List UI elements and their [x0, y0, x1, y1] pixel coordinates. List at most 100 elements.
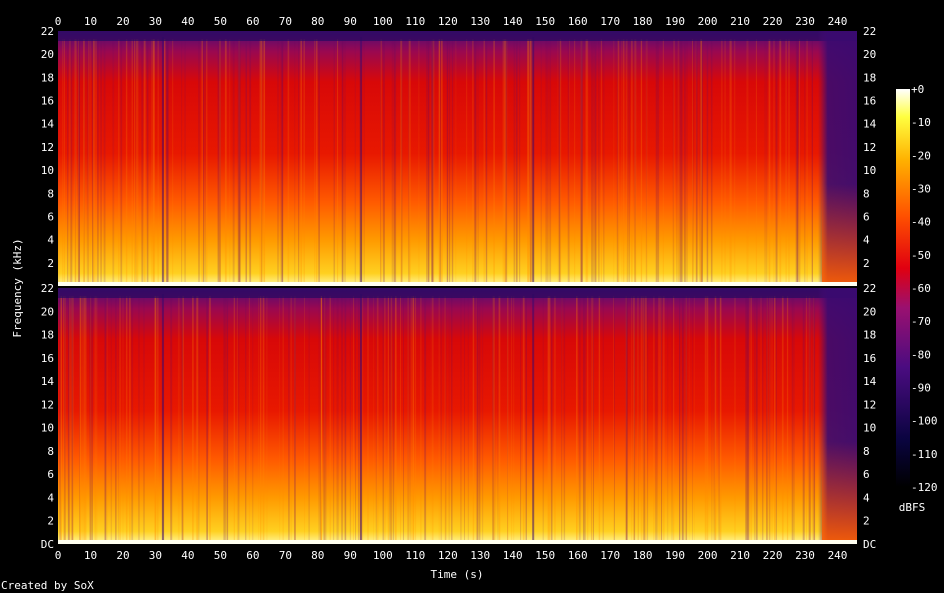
- x-tick-label: 140: [503, 549, 523, 562]
- y-tick-label: 18: [41, 329, 54, 342]
- spectrogram-streak: [644, 296, 645, 542]
- spectrogram-streak: [750, 296, 752, 542]
- spectrogram-streak: [623, 39, 625, 284]
- spectrogram-streak: [249, 39, 252, 284]
- spectrogram-streak: [69, 39, 71, 284]
- spectrogram-streak: [154, 296, 157, 542]
- spectrogram-streak: [321, 296, 323, 542]
- spectrogram-streak: [413, 296, 415, 542]
- spectrogram-streak: [680, 39, 682, 284]
- spectrogram-streak: [320, 296, 322, 542]
- spectrogram-streak: [337, 39, 339, 284]
- x-tick-label: 170: [600, 15, 620, 28]
- spectrogram-streak: [337, 296, 339, 542]
- spectrogram-streak: [548, 296, 551, 542]
- spectrogram-streak: [700, 39, 703, 284]
- spectrogram-streak: [667, 296, 669, 542]
- spectrogram-streak: [358, 296, 360, 542]
- spectrogram-streak: [288, 296, 290, 542]
- x-tick-label: 100: [373, 15, 393, 28]
- spectrogram-streak: [136, 39, 138, 284]
- y-tick-dc: DC: [863, 538, 876, 551]
- spectrogram-streak: [290, 296, 292, 542]
- spectrogram-streak: [598, 39, 600, 284]
- spectrogram-streak: [380, 39, 382, 284]
- x-tick-label: 120: [438, 15, 458, 28]
- x-tick-label: 240: [828, 549, 848, 562]
- spectrogram-streak: [680, 39, 682, 284]
- spectrogram-streak: [184, 39, 186, 284]
- y-tick-label: 12: [863, 398, 876, 411]
- spectrogram-streak: [592, 296, 594, 542]
- spectrogram-streak: [513, 39, 516, 284]
- spectrogram-streak: [74, 39, 77, 284]
- spectrogram-streak: [304, 296, 305, 542]
- spectrogram-streak: [695, 39, 698, 284]
- spectrogram-streak: [616, 39, 619, 284]
- spectrogram-streak: [755, 39, 757, 284]
- x-tick-label: 20: [116, 549, 129, 562]
- y-tick-label: 18: [41, 71, 54, 84]
- spectrogram-streak: [729, 39, 731, 284]
- spectrogram-streak: [557, 39, 559, 284]
- spectrogram-streak: [141, 39, 143, 284]
- spectrogram-streak: [89, 296, 92, 542]
- spectrogram-streak: [282, 296, 284, 542]
- colorbar-tick-label: -50: [911, 249, 931, 262]
- spectrogram-streak: [527, 39, 530, 284]
- x-tick-label: 220: [763, 549, 783, 562]
- spectrogram-streak: [94, 296, 96, 542]
- spectrogram-streak: [696, 39, 698, 284]
- spectrogram-streak: [318, 296, 321, 542]
- spectrogram-streak: [811, 39, 813, 284]
- spectrogram-streak: [631, 296, 633, 542]
- spectrogram-streak: [655, 296, 657, 542]
- spectrogram-streak: [637, 296, 639, 542]
- x-tick-label: 90: [344, 549, 357, 562]
- y-tick-label: 18: [863, 329, 876, 342]
- spectrogram-streak: [685, 296, 687, 542]
- spectrogram-streak: [618, 39, 620, 284]
- spectrogram-streak: [263, 39, 265, 284]
- spectrogram-streak: [277, 39, 279, 284]
- section-boundary: [161, 294, 164, 542]
- spectrogram-streak: [587, 296, 589, 542]
- section-boundary: [360, 294, 363, 542]
- spectrogram-streak: [407, 296, 409, 542]
- spectrogram-streak: [645, 39, 648, 284]
- spectrogram-streak: [157, 296, 159, 542]
- spectrogram-streak: [181, 296, 184, 542]
- spectrogram-streak: [441, 39, 443, 284]
- spectrogram-streak: [479, 296, 481, 542]
- spectrogram-streak: [279, 296, 281, 542]
- spectrogram-streak: [799, 39, 801, 284]
- x-tick-label: 50: [214, 15, 227, 28]
- spectrogram-streak: [261, 39, 263, 284]
- spectrogram-streak: [245, 39, 247, 284]
- colorbar-tick-label: -60: [911, 282, 931, 295]
- spectrogram-streak: [137, 39, 139, 284]
- spectrogram-streak: [540, 39, 542, 284]
- spectrogram-streak: [294, 296, 296, 542]
- spectrogram-streak: [349, 296, 351, 542]
- spectrogram-streak: [699, 39, 701, 284]
- spectrogram-streak: [59, 296, 61, 542]
- spectrogram-streak: [219, 39, 221, 284]
- spectrogram-streak: [688, 296, 690, 542]
- spectrogram-streak: [530, 39, 532, 284]
- spectrogram-streak: [225, 296, 227, 542]
- spectrogram-streak: [229, 39, 231, 284]
- spectrogram-streak: [279, 39, 282, 284]
- spectrogram-channel-left: [58, 31, 857, 286]
- spectrogram-streak: [724, 39, 726, 284]
- y-tick-label: 8: [863, 187, 870, 200]
- spectrogram-streak: [90, 39, 92, 284]
- spectrogram-streak: [633, 296, 635, 542]
- x-tick-label: 30: [149, 15, 162, 28]
- spectrogram-streak: [287, 39, 290, 284]
- spectrogram-streak: [314, 39, 315, 284]
- spectrogram-streak: [84, 296, 87, 542]
- spectrogram-streak: [516, 39, 518, 284]
- spectrogram-streak: [103, 39, 106, 284]
- spectrogram-streak: [143, 296, 145, 542]
